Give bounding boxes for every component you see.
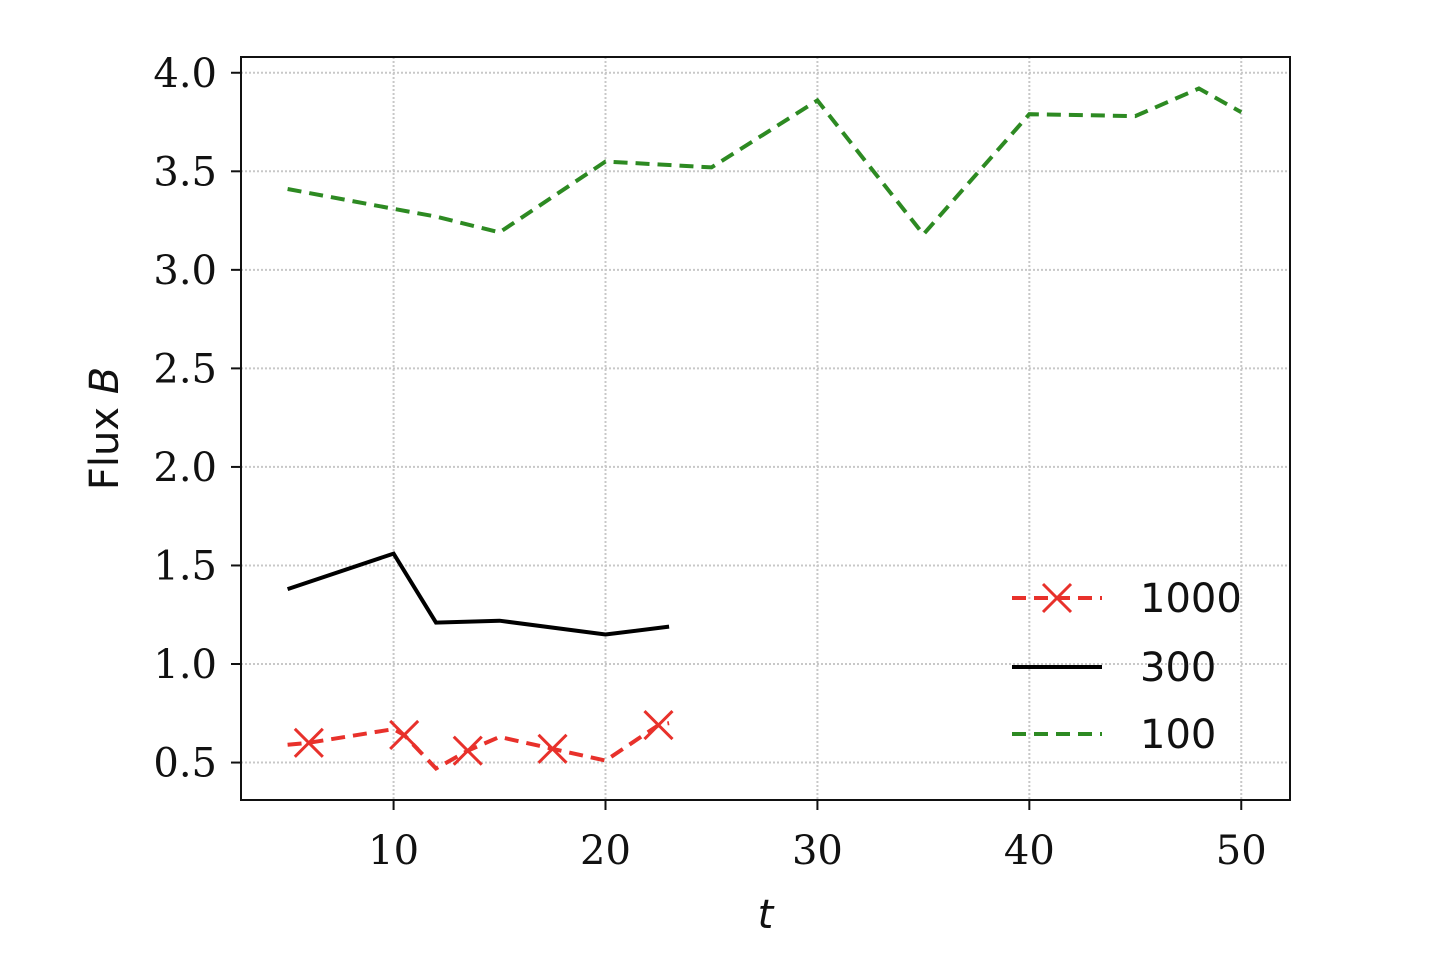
series-line-100: [287, 86, 1243, 238]
grid: [241, 57, 1290, 800]
marker-stroke: [452, 735, 483, 766]
x-tick-label: 50: [1216, 828, 1267, 874]
y-tick-label: 4.0: [153, 51, 217, 97]
y-tick-label: 0.5: [153, 741, 217, 787]
legend-item-1000: 1000: [1012, 576, 1242, 622]
legend-item-300: 300: [1012, 645, 1216, 691]
legend: 1000 300 100: [1012, 576, 1242, 758]
x-tick-label: 30: [792, 828, 843, 874]
data-point-marker: [643, 710, 674, 741]
data-point-marker: [537, 733, 568, 764]
x-tick-label: 20: [580, 828, 631, 874]
legend-label: 1000: [1140, 576, 1242, 622]
y-axis-label-symbol: B: [82, 367, 128, 394]
y-axis-label: Flux B: [82, 367, 128, 490]
legend-marker-sample: [1041, 582, 1073, 614]
marker-stroke: [643, 710, 674, 741]
y-tick-label: 2.5: [153, 346, 217, 392]
data-point-marker: [389, 719, 420, 751]
y-tick-label: 1.5: [153, 543, 217, 589]
marker-stroke: [389, 719, 420, 751]
y-tick-label: 1.0: [153, 642, 217, 688]
marker-stroke: [293, 727, 324, 758]
legend-label: 300: [1140, 645, 1216, 691]
plot-frame: [240, 56, 1291, 801]
marker-stroke: [537, 733, 568, 764]
x-tick-label: 40: [1004, 828, 1055, 874]
legend-label: 100: [1140, 712, 1216, 758]
series-line-300: [286, 551, 670, 637]
data-point-marker: [293, 727, 324, 758]
x-axis-label: t: [758, 892, 775, 938]
y-tick-label: 3.5: [153, 149, 217, 195]
legend-item-100: 100: [1012, 712, 1216, 758]
y-tick-label: 2.0: [153, 445, 217, 491]
y-tick-label: 3.0: [153, 248, 217, 294]
series-layer: [286, 86, 1243, 772]
y-axis-label-prefix: Flux: [82, 394, 128, 490]
ticks: 10 20 30 40 50 0.5 1.0 1.5 2.0 2.5 3.0 3.5 4.0: [153, 51, 1266, 874]
marker-stroke: [1041, 582, 1073, 614]
data-point-marker: [452, 735, 483, 766]
x-tick-label: 10: [368, 828, 419, 874]
